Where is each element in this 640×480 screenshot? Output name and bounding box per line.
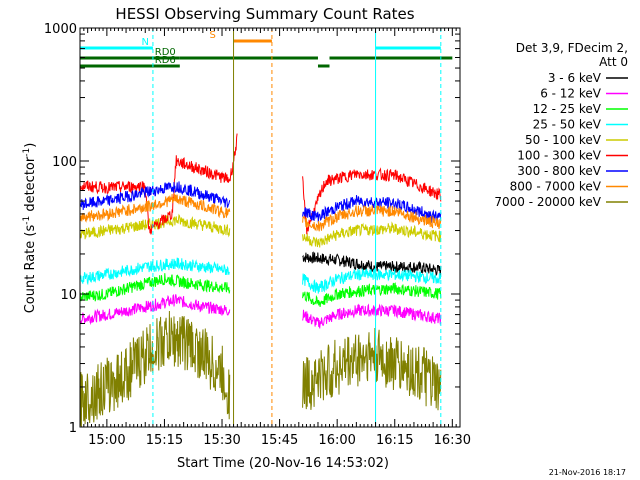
x-tick-label: 16:30	[434, 433, 471, 448]
series-8-segment-1	[79, 192, 231, 223]
y-axis-ticks: 1 10 100 1000	[44, 22, 460, 436]
legend-label-2: 6 - 12 keV	[540, 87, 602, 101]
series-9	[79, 310, 442, 428]
series-5-segment-2	[302, 221, 442, 248]
annotation-n-label: N	[141, 37, 148, 48]
y-axis-label: Count Rate (s-1 detector-1)	[22, 143, 38, 314]
series-2-segment-1	[79, 294, 231, 326]
series-7-segment-1	[79, 181, 231, 211]
legend-label-1: 3 - 6 keV	[548, 71, 602, 85]
y-tick-label: 100	[52, 155, 77, 170]
series-6-segment-1	[79, 133, 238, 235]
x-axis-ticks: 15:00 15:15 15:30 15:45 16:00 16:15 16:30	[79, 28, 471, 448]
annotation-s-label: S	[210, 30, 216, 41]
chart-title: HESSI Observing Summary Count Rates	[115, 5, 414, 23]
plot-frame	[79, 27, 461, 428]
series-5	[79, 213, 442, 248]
legend-label-7: 300 - 800 keV	[517, 164, 601, 178]
legend-label-3: 12 - 25 keV	[533, 102, 602, 116]
series-4-segment-1	[79, 257, 230, 286]
series-3	[79, 273, 442, 307]
y-tick-label: 1	[69, 421, 77, 436]
x-tick-label: 15:00	[88, 433, 125, 448]
series-3-segment-2	[302, 282, 442, 307]
series-9-segment-1	[79, 310, 231, 428]
legend-label-8: 800 - 7000 keV	[510, 180, 602, 194]
series-4-segment-2	[302, 268, 442, 294]
x-tick-label: 15:15	[146, 433, 183, 448]
y-tick-label: 10	[60, 288, 77, 303]
legend-label-5: 50 - 100 keV	[525, 133, 602, 147]
series-9-segment-2	[302, 327, 442, 411]
x-tick-label: 16:00	[318, 433, 355, 448]
x-axis-label: Start Time (20-Nov-16 14:53:02)	[177, 456, 389, 471]
series-4	[79, 257, 442, 294]
legend-header-line-2: Att 0	[599, 55, 628, 69]
series-7	[79, 181, 442, 224]
x-tick-label: 16:15	[376, 433, 413, 448]
series-2	[79, 294, 442, 329]
legend-header-line-1: Det 3,9, FDecim 2,	[516, 41, 628, 55]
x-tick-label: 15:45	[261, 433, 298, 448]
series-8	[79, 192, 442, 232]
series-traces	[79, 133, 442, 428]
legend-label-4: 25 - 50 keV	[533, 118, 602, 132]
series-8-segment-2	[302, 204, 442, 232]
series-3-segment-1	[79, 273, 231, 302]
annotation-rd6-label: RD6	[155, 55, 176, 66]
x-tick-label: 15:30	[203, 433, 240, 448]
series-6	[79, 133, 442, 235]
annotation-rd0-label: RD0	[155, 47, 176, 58]
legend-label-6: 100 - 300 keV	[517, 149, 601, 163]
series-2-segment-2	[302, 303, 442, 329]
series-5-segment-1	[79, 213, 231, 240]
footer-date: 21-Nov-2016 18:17	[549, 468, 626, 477]
y-tick-label: 1000	[44, 22, 77, 37]
series-6-segment-2	[302, 167, 442, 235]
series-7-segment-2	[302, 195, 442, 224]
legend-label-9: 7000 - 20000 keV	[494, 195, 601, 209]
